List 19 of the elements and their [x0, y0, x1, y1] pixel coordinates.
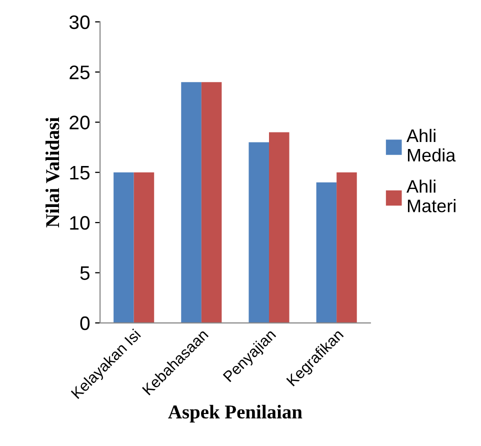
bar	[336, 172, 357, 323]
y-tick-label: 30	[69, 15, 90, 30]
x-axis-title: Aspek Penilaian	[168, 404, 302, 422]
y-axis-title: Nilai Validasi	[46, 117, 60, 228]
bar	[201, 82, 222, 323]
bar	[316, 182, 337, 323]
legend-label: Ahli Media	[406, 128, 456, 162]
bar	[248, 142, 269, 323]
y-tick-label: 5	[80, 266, 90, 280]
bar	[134, 172, 154, 323]
bar	[269, 132, 290, 323]
y-tick-label: 15	[70, 166, 90, 180]
y-tick-label: 25	[70, 65, 90, 80]
legend-label: Ahli Materi	[406, 180, 456, 212]
bar	[181, 82, 202, 323]
bar	[114, 172, 134, 323]
y-tick-label: 10	[70, 216, 90, 230]
y-tick-label: 0	[80, 316, 90, 330]
y-tick-label: 20	[70, 116, 90, 130]
